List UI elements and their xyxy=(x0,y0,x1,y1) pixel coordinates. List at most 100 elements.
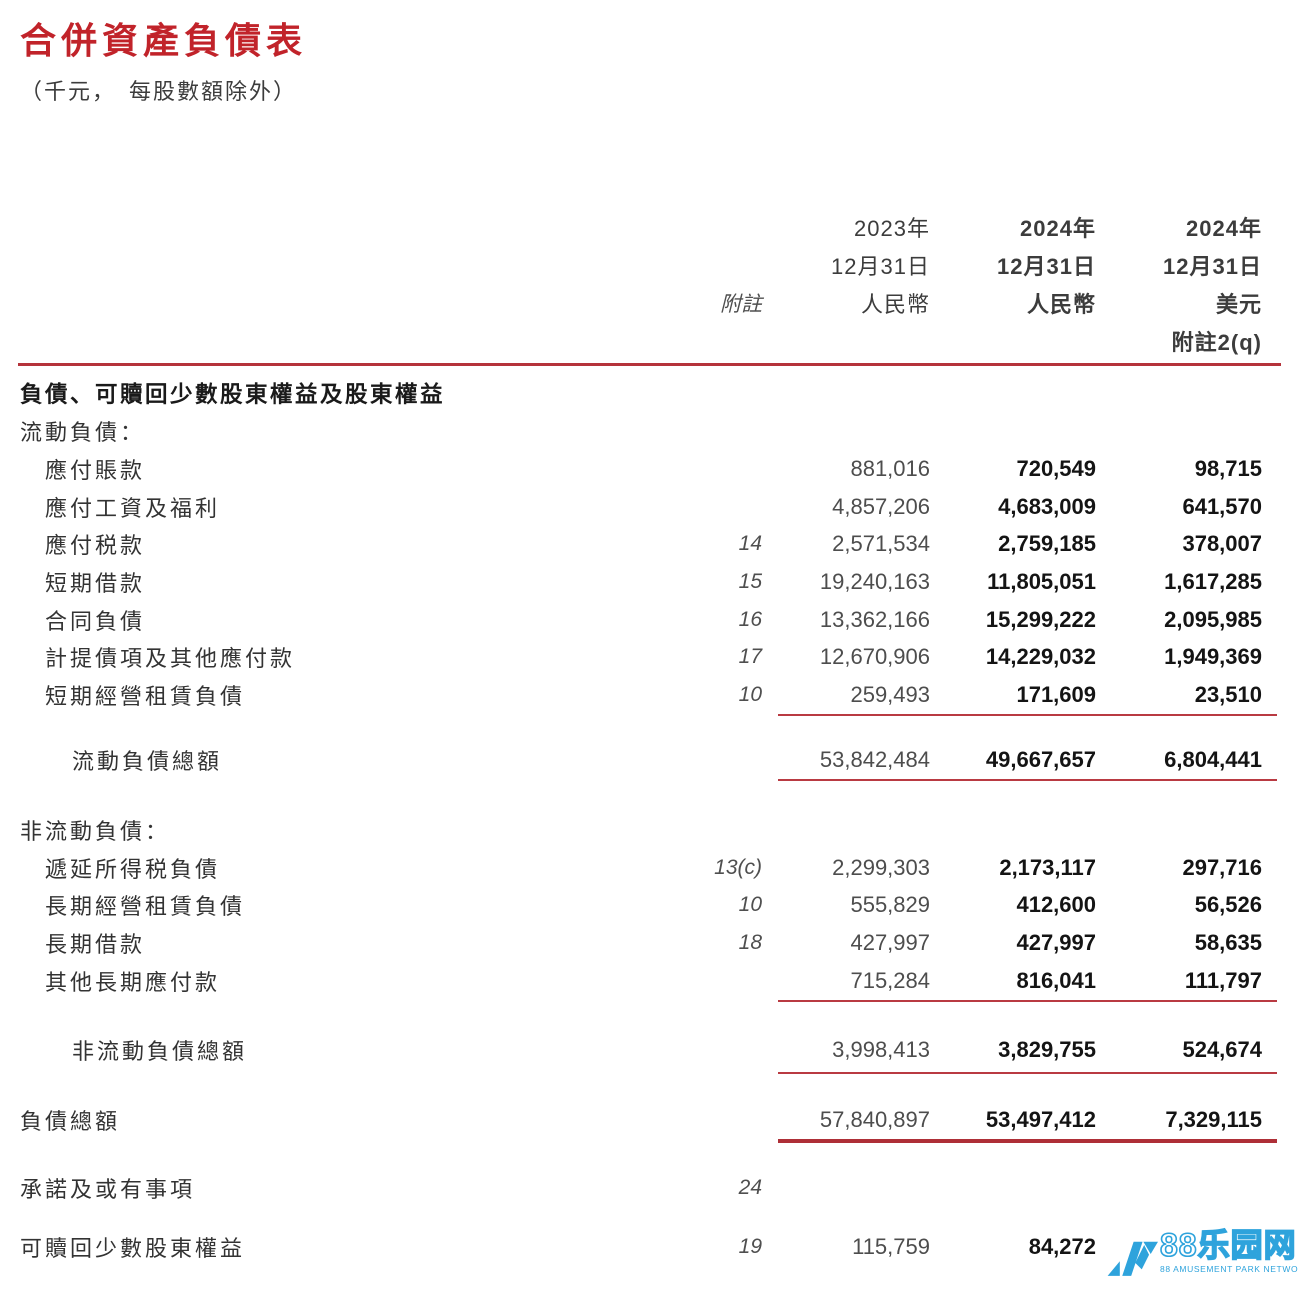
value-2024-usd: 1,617,285 xyxy=(1164,568,1262,594)
row-label: 短期借款 xyxy=(45,570,146,596)
note-cell: 14 xyxy=(738,532,762,556)
table-row: 流動負債總額 53,842,484 49,667,657 6,804,441 xyxy=(20,741,1262,779)
note-cell: 16 xyxy=(738,607,762,631)
table-row: 可贖回少數股東權益 19 115,759 84,272 xyxy=(20,1228,1262,1266)
row-label: 承諾及或有事項 xyxy=(20,1176,196,1202)
value-2024-usd: 378,007 xyxy=(1182,531,1262,557)
row-label: 長期經營租賃負債 xyxy=(45,894,246,920)
row-label: 流動負債總額 xyxy=(72,748,223,774)
value-2024-usd: 2,095,985 xyxy=(1164,606,1262,632)
value-2023-rmb: 57,840,897 xyxy=(819,1106,930,1132)
row-label: 遞延所得税負債 xyxy=(45,856,221,882)
note-cell: 10 xyxy=(738,682,762,706)
note-cell: 17 xyxy=(738,645,762,669)
note-cell: 10 xyxy=(738,893,762,917)
value-2024-usd: 23,510 xyxy=(1194,681,1262,707)
value-2024-rmb: 11,805,051 xyxy=(987,568,1096,594)
value-2024-usd: 98,715 xyxy=(1194,455,1262,481)
row-label: 應付税款 xyxy=(45,533,146,559)
table-row: 流動負債： xyxy=(20,412,1262,450)
subtotal-rule xyxy=(778,999,1277,1002)
table-row: 非流動負債總額 3,998,413 3,829,755 524,674 xyxy=(20,1031,1262,1069)
header-2023-currency: 人民幣 xyxy=(860,292,930,317)
watermark-n-icon xyxy=(1107,1241,1158,1276)
value-2024-usd: 6,804,441 xyxy=(1164,746,1262,772)
value-2023-rmb: 19,240,163 xyxy=(819,568,930,594)
table-row: 其他長期應付款 715,284 816,041 111,797 xyxy=(20,962,1262,1000)
value-2024-usd: 1,949,369 xyxy=(1164,644,1262,670)
section-title: 負債、可贖回少數股東權益及股東權益 xyxy=(20,382,446,407)
value-2023-rmb: 3,998,413 xyxy=(832,1036,930,1062)
value-2024-rmb: 816,041 xyxy=(1016,967,1096,993)
table-header: 2023年 2024年 2024年 12月31日 12月31日 12月31日 附… xyxy=(20,208,1262,360)
row-label: 流動負債： xyxy=(20,420,146,445)
header-2024usd-noteref: 附註2(q) xyxy=(1171,330,1262,355)
value-2024-rmb: 412,600 xyxy=(1016,892,1096,918)
value-2024-rmb: 49,667,657 xyxy=(985,746,1096,772)
watermark-subtext: 88 AMUSEMENT PARK NETWORK xyxy=(1160,1264,1298,1274)
value-2024-rmb: 2,173,117 xyxy=(999,854,1096,880)
note-cell: 19 xyxy=(738,1234,762,1258)
value-2023-rmb: 2,571,534 xyxy=(832,531,930,557)
row-label: 可贖回少數股東權益 xyxy=(20,1235,246,1261)
row-label: 非流動負債： xyxy=(20,818,171,844)
header-date-row: 12月31日 12月31日 12月31日 xyxy=(20,246,1262,284)
table-row: 負債總額 57,840,897 53,497,412 7,329,115 xyxy=(20,1101,1262,1139)
header-rule xyxy=(18,363,1281,366)
value-2024-usd: 524,674 xyxy=(1182,1036,1262,1062)
value-2023-rmb: 881,016 xyxy=(850,455,930,481)
value-2024-rmb: 15,299,222 xyxy=(985,606,1096,632)
value-2023-rmb: 53,842,484 xyxy=(819,746,930,772)
value-2024-usd: 297,716 xyxy=(1182,854,1262,880)
row-label: 短期經營租賃負債 xyxy=(45,683,246,709)
header-note-label: 附註 xyxy=(720,293,762,316)
table-row: 計提債項及其他應付款 17 12,670,906 14,229,032 1,94… xyxy=(20,638,1262,676)
row-label: 長期借款 xyxy=(45,932,146,958)
row-label: 應付工資及福利 xyxy=(45,495,221,521)
total-rule xyxy=(778,1138,1277,1143)
table-row: 合同負債 16 13,362,166 15,299,222 2,095,985 xyxy=(20,601,1262,639)
table-row: 長期經營租賃負債 10 555,829 412,600 56,526 xyxy=(20,887,1262,925)
note-cell: 24 xyxy=(738,1175,762,1199)
value-2024-rmb: 3,829,755 xyxy=(998,1036,1096,1062)
table-row: 承諾及或有事項 24 xyxy=(20,1169,1262,1207)
row-label: 應付賬款 xyxy=(45,457,146,483)
header-2024rmb-currency: 人民幣 xyxy=(1026,292,1096,317)
table-row: 長期借款 18 427,997 427,997 58,635 xyxy=(20,924,1262,962)
value-2023-rmb: 259,493 xyxy=(850,681,930,707)
value-2024-usd: 641,570 xyxy=(1182,493,1262,519)
value-2024-usd: 7,329,115 xyxy=(1165,1106,1262,1132)
value-2023-rmb: 427,997 xyxy=(850,930,930,956)
table-row: 應付賬款 881,016 720,549 98,715 xyxy=(20,450,1262,488)
page-subtitle: （千元， 每股數額除外） xyxy=(20,79,298,104)
note-cell: 13(c) xyxy=(714,855,762,879)
value-2023-rmb: 555,829 xyxy=(850,892,930,918)
header-2023-date: 12月31日 xyxy=(831,254,930,279)
value-2024-rmb: 4,683,009 xyxy=(998,493,1096,519)
value-2023-rmb: 13,362,166 xyxy=(819,606,930,632)
header-noteref-row: 附註2(q) xyxy=(20,322,1262,360)
value-2024-rmb: 14,229,032 xyxy=(985,644,1096,670)
header-2024rmb-year: 2024年 xyxy=(1020,216,1096,241)
section-header-liabilities: 負債、可贖回少數股東權益及股東權益 xyxy=(20,374,1262,412)
page-title: 合併資產負債表 xyxy=(20,20,308,61)
value-2024-rmb: 720,549 xyxy=(1016,455,1096,481)
header-2024rmb-date: 12月31日 xyxy=(997,254,1096,279)
row-label: 負債總額 xyxy=(20,1108,121,1134)
value-2023-rmb: 4,857,206 xyxy=(832,493,930,519)
value-2024-rmb: 171,609 xyxy=(1016,681,1096,707)
table-row: 應付工資及福利 4,857,206 4,683,009 641,570 xyxy=(20,488,1262,526)
table-row: 非流動負債： xyxy=(20,811,1262,849)
header-currency-row: 附註 人民幣 人民幣 美元 xyxy=(20,284,1262,322)
value-2024-usd: 56,526 xyxy=(1194,892,1262,918)
table-row: 短期經營租賃負債 10 259,493 171,609 23,510 xyxy=(20,676,1262,714)
value-2024-usd: 58,635 xyxy=(1194,930,1262,956)
watermark-name: 88乐园网 xyxy=(1159,1227,1297,1263)
header-2023-year: 2023年 xyxy=(854,216,930,241)
header-year-row: 2023年 2024年 2024年 xyxy=(20,208,1262,246)
row-label: 計提債項及其他應付款 xyxy=(45,646,296,672)
value-2024-usd: 111,797 xyxy=(1184,967,1262,993)
table-row: 遞延所得税負債 13(c) 2,299,303 2,173,117 297,71… xyxy=(20,849,1262,887)
header-2024usd-year: 2024年 xyxy=(1186,216,1262,241)
